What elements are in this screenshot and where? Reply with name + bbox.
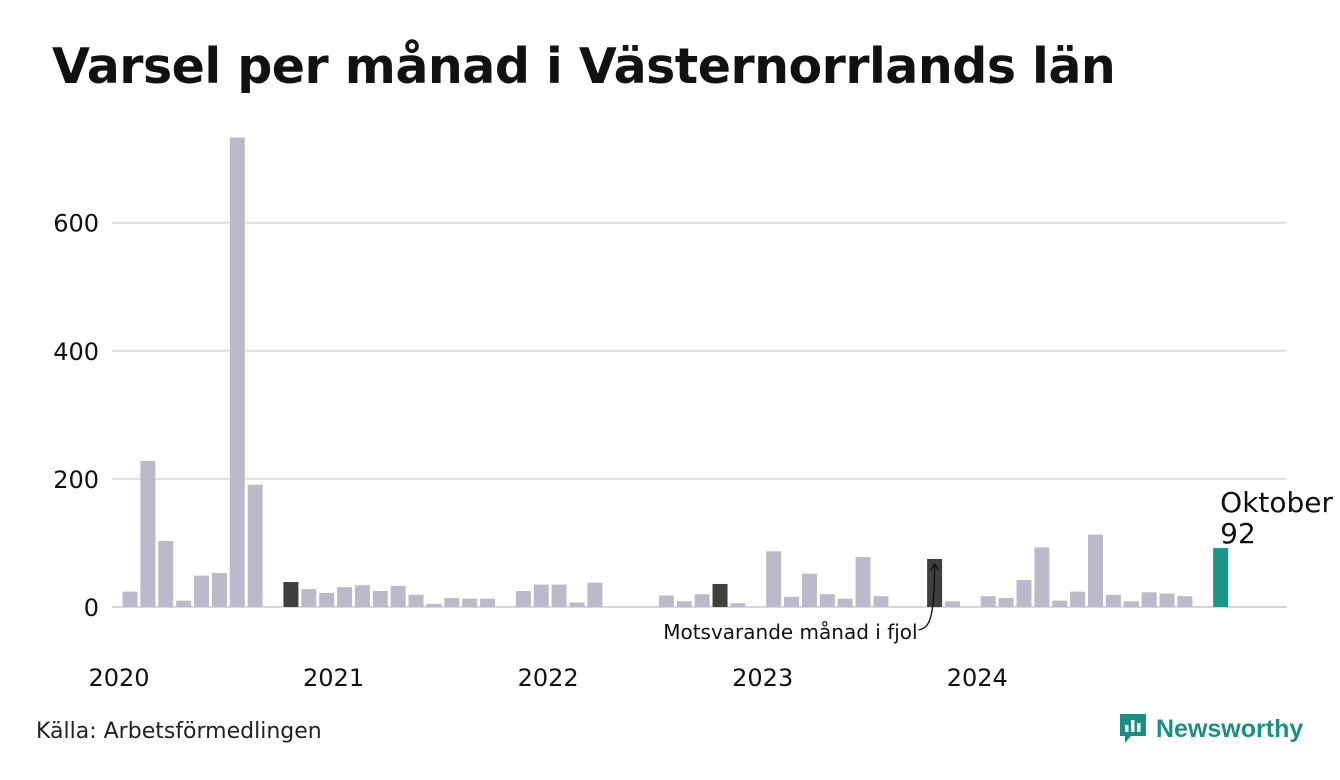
bar-same-month-2020-10 xyxy=(283,582,299,607)
y-tick-label: 0 xyxy=(84,594,99,622)
annotations: Motsvarande månad i fjol Oktober 92 xyxy=(663,486,1333,644)
bar-2021-08 xyxy=(462,598,478,607)
bar-2021-03 xyxy=(372,590,388,607)
annotation-same-month-last-year: Motsvarande månad i fjol xyxy=(663,620,917,644)
bar-2020-04 xyxy=(176,600,192,607)
bar-2021-07 xyxy=(444,598,460,607)
bar-2022-11 xyxy=(730,603,746,607)
bar-2020-08 xyxy=(247,484,263,607)
bar-2021-06 xyxy=(426,603,442,607)
bar-2024-02 xyxy=(998,598,1014,607)
bar-2024-01 xyxy=(980,596,996,607)
x-tick-label-2021: 2021 xyxy=(303,664,364,692)
annotation-arrowhead xyxy=(930,562,940,571)
bar-2024-11 xyxy=(1159,593,1175,607)
bar-2021-02 xyxy=(354,585,370,607)
x-tick-label-2020: 2020 xyxy=(88,664,149,692)
bar-2024-09 xyxy=(1123,601,1139,607)
bar-2023-02 xyxy=(784,596,800,607)
y-axis-ticks: 0 200 400 600 xyxy=(53,210,99,622)
brand-logo: Newsworthy xyxy=(1118,712,1303,746)
bar-2020-12 xyxy=(319,592,335,607)
bar-2024-10 xyxy=(1141,592,1157,607)
bar-2020-05 xyxy=(194,575,210,607)
current-month-value: 92 xyxy=(1220,517,1256,550)
bar-2023-03 xyxy=(801,573,817,607)
bar-2021-09 xyxy=(480,598,496,607)
brand-name: Newsworthy xyxy=(1156,714,1304,743)
bar-2020-02 xyxy=(140,460,156,607)
y-tick-label: 400 xyxy=(53,338,99,366)
x-tick-label-2022: 2022 xyxy=(518,664,579,692)
bar-2023-04 xyxy=(819,594,835,607)
bar-2022-07 xyxy=(658,595,674,607)
bar-2024-03 xyxy=(1016,580,1032,607)
bar-2022-09 xyxy=(694,594,710,607)
y-tick-label: 200 xyxy=(53,466,99,494)
bar-2020-07 xyxy=(229,137,245,608)
bar-2021-01 xyxy=(337,587,353,607)
x-axis-ticks: 2020 2021 2022 2023 2024 xyxy=(88,664,1007,692)
bar-2023-11 xyxy=(944,601,960,607)
bar-2021-04 xyxy=(390,585,406,607)
bar-current-2025-02 xyxy=(1213,548,1229,607)
bar-2021-11 xyxy=(515,590,531,607)
bar-2022-02 xyxy=(569,602,585,607)
bar-2023-01 xyxy=(766,551,782,607)
bar-2023-05 xyxy=(837,598,853,607)
bar-2022-01 xyxy=(551,584,567,607)
bar-2024-04 xyxy=(1034,547,1050,607)
bar-2023-06 xyxy=(855,557,871,607)
bar-2024-12 xyxy=(1177,596,1193,607)
current-month-label: Oktober xyxy=(1220,486,1333,519)
bar-2021-05 xyxy=(408,594,424,607)
gridlines xyxy=(112,221,1287,608)
bar-2024-06 xyxy=(1070,591,1086,607)
bar-2020-03 xyxy=(158,541,174,607)
x-tick-label-2023: 2023 xyxy=(732,664,793,692)
bar-2022-03 xyxy=(587,582,603,607)
annotation-arrow xyxy=(918,564,936,631)
bar-2020-06 xyxy=(211,573,227,607)
bar-chart: 0 200 400 600 2020 2021 2022 2023 2024 Motsvara… xyxy=(53,137,1334,692)
bar-2021-12 xyxy=(533,584,549,607)
bars xyxy=(122,137,1229,608)
bar-same-month-2022-10 xyxy=(712,583,728,607)
bar-2024-05 xyxy=(1052,600,1068,607)
chart-title: Varsel per månad i Västernorrlands län xyxy=(52,38,1116,95)
y-tick-label: 600 xyxy=(53,210,99,238)
bar-2020-11 xyxy=(301,589,317,607)
bar-2024-07 xyxy=(1088,534,1104,607)
bar-2024-08 xyxy=(1105,594,1121,607)
bar-2022-08 xyxy=(676,601,692,607)
bar-2023-07 xyxy=(873,596,889,607)
source-note: Källa: Arbetsförmedlingen xyxy=(36,719,322,744)
bar-2020-01 xyxy=(122,591,138,607)
newsworthy-logo-icon xyxy=(1120,714,1146,743)
x-tick-label-2024: 2024 xyxy=(947,664,1008,692)
